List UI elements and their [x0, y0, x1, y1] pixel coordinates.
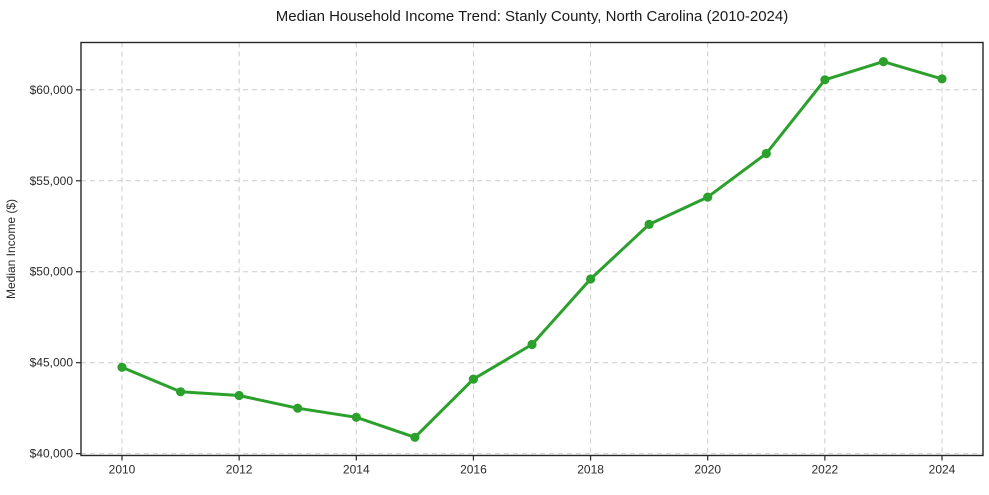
x-tick-label: 2020 — [694, 463, 721, 477]
data-point — [468, 374, 478, 384]
axis-tick-marks — [76, 89, 943, 461]
chart-title: Median Household Income Trend: Stanly Co… — [276, 8, 789, 25]
y-tick-label: $45,000 — [30, 356, 74, 370]
data-point — [878, 57, 889, 67]
x-tick-label: 2010 — [109, 463, 136, 477]
x-tick-label: 2018 — [577, 463, 604, 477]
plot-frame — [80, 41, 984, 457]
data-point — [703, 192, 713, 202]
data-point — [527, 339, 537, 350]
x-axis-tick-labels: 2010 2012 2014 2016 2018 2020 2022 2024 — [109, 463, 956, 477]
y-axis-label: Median Income ($) — [4, 199, 18, 299]
data-point — [117, 362, 127, 372]
data-point — [176, 387, 186, 397]
trend-line — [120, 60, 944, 439]
data-point — [644, 219, 654, 229]
y-tick-label: $60,000 — [30, 83, 74, 97]
data-point — [586, 274, 596, 284]
data-point — [293, 403, 303, 413]
x-tick-label: 2016 — [460, 463, 487, 477]
data-point — [234, 390, 244, 401]
x-tick-label: 2022 — [812, 463, 839, 477]
y-axis-tick-labels: $40,000 $45,000 $50,000 $55,000 $60,000 — [30, 83, 74, 461]
gridlines — [81, 42, 983, 456]
data-point — [820, 75, 830, 85]
data-point — [351, 412, 361, 422]
y-tick-label: $40,000 — [30, 447, 74, 461]
data-point — [410, 432, 420, 442]
x-tick-label: 2012 — [226, 463, 253, 477]
y-tick-label: $55,000 — [30, 174, 74, 188]
y-tick-label: $50,000 — [30, 265, 74, 279]
x-tick-label: 2014 — [343, 463, 370, 477]
x-tick-label: 2024 — [929, 463, 956, 477]
data-point — [937, 74, 947, 84]
data-point — [761, 148, 771, 159]
income-trend-series — [117, 57, 947, 442]
